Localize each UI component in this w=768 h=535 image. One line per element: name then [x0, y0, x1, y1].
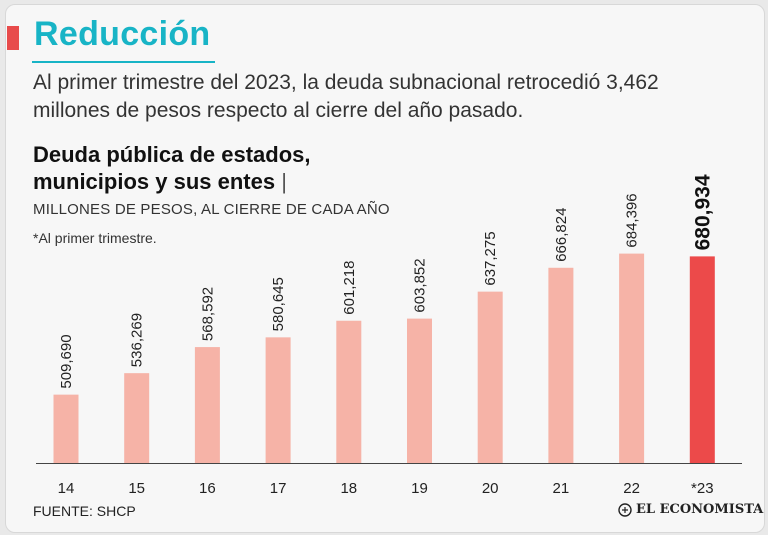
chart-title-line-2-text: municipios y sus entes — [33, 169, 276, 194]
lead-text: Al primer trimestre del 2023, la deuda s… — [33, 71, 659, 122]
x-tick-label: 19 — [411, 480, 428, 497]
chart-title-line-2: municipios y sus entes | — [33, 168, 363, 195]
x-tick-label: *23 — [691, 480, 714, 497]
publisher-logo: EL ECONOMISTA — [618, 502, 763, 517]
x-tick-label: 18 — [340, 480, 357, 497]
bar-23 — [689, 256, 715, 463]
bar-14 — [53, 394, 79, 463]
source-text: FUENTE: SHCP — [33, 503, 136, 519]
bar-22 — [619, 253, 645, 463]
title-accent-bar — [7, 26, 19, 50]
x-tick-label: 17 — [270, 480, 287, 497]
x-tick-label: 22 — [623, 480, 640, 497]
title-underline — [32, 61, 215, 63]
title-separator: | — [281, 169, 287, 194]
bar-value-label: 666,824 — [553, 208, 570, 262]
bar-value-label: 580,645 — [270, 277, 287, 331]
x-tick-label: 20 — [482, 480, 499, 497]
logo-mark-icon — [618, 502, 632, 517]
bar-18 — [336, 320, 362, 463]
bar-value-label: 684,396 — [624, 193, 641, 247]
bar-17 — [265, 337, 291, 463]
infographic-card: Reducción Al primer trimestre del 2023, … — [5, 4, 765, 533]
bar-value-label: 603,852 — [412, 258, 429, 312]
bar-value-label: 536,269 — [129, 313, 146, 367]
bar-20 — [477, 291, 503, 463]
bar-15 — [124, 373, 150, 463]
bar-21 — [548, 267, 574, 463]
bar-16 — [194, 347, 220, 463]
bar-19 — [407, 318, 432, 463]
bar-value-label: 680,934 — [691, 174, 714, 250]
bar-value-label: 509,690 — [58, 334, 75, 388]
chart-subtitle: MILLONES DE PESOS, AL CIERRE DE CADA AÑO — [33, 201, 390, 218]
x-tick-label: 15 — [128, 480, 145, 497]
chart-title-line-1: Deuda pública de estados, — [33, 142, 311, 167]
page-title: Reducción — [34, 15, 211, 53]
chart-title: Deuda pública de estados, municipios y s… — [33, 141, 363, 195]
logo-text: EL ECONOMISTA — [636, 502, 764, 517]
x-tick-label: 21 — [553, 480, 570, 497]
bar-value-label: 568,592 — [199, 287, 216, 341]
x-tick-label: 16 — [199, 480, 216, 497]
chart-note: *Al primer trimestre. — [33, 230, 157, 246]
x-tick-label: 14 — [58, 480, 75, 497]
bar-value-label: 601,218 — [341, 261, 358, 315]
bar-value-label: 637,275 — [482, 231, 499, 285]
bar-chart: 509,690 14 536,269 15 568,592 16 580,645 17 601,… — [36, 174, 742, 497]
